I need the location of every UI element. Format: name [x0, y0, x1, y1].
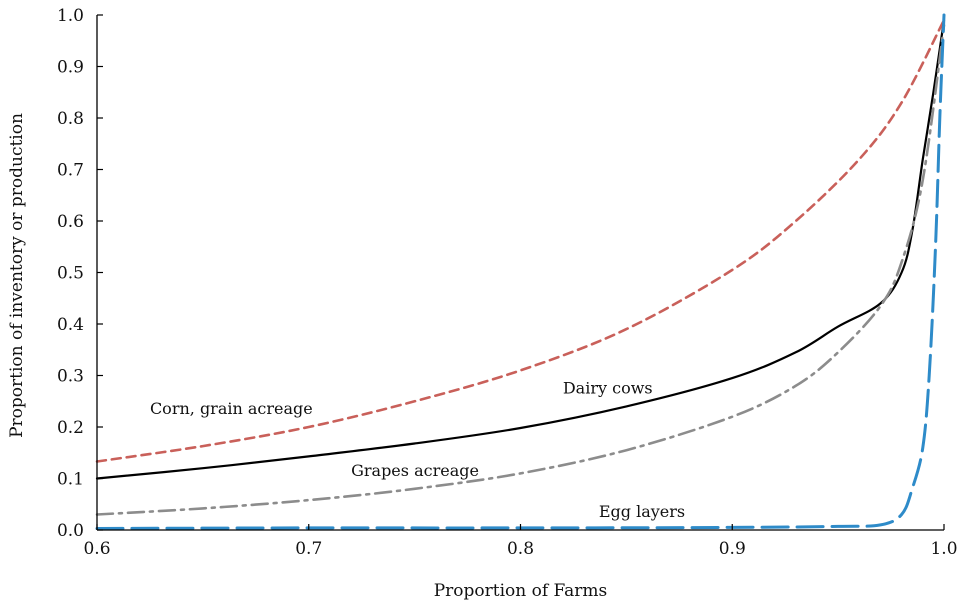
y-axis-title: Proportion of inventory or production	[7, 113, 27, 438]
series-annotation: Dairy cows	[563, 379, 653, 398]
series-annotation: Grapes acreage	[351, 461, 479, 480]
series-annotation: Corn, grain acreage	[150, 399, 313, 418]
y-tick-label: 0.6	[57, 212, 84, 232]
y-tick-label: 0.3	[57, 367, 84, 387]
x-tick-label: 0.6	[83, 539, 110, 559]
y-tick-label: 0.2	[57, 418, 84, 438]
y-tick-label: 0.7	[57, 161, 84, 181]
y-tick-label: 0.8	[57, 109, 84, 129]
axes	[96, 15, 944, 531]
annotations: Corn, grain acreage Dairy cows Grapes acre…	[150, 379, 685, 522]
series-line-dairy-cows	[95, 19, 946, 480]
series-line-egg-layers	[95, 13, 946, 530]
y-tick-label: 0.1	[57, 470, 84, 490]
y-tick-label: 0.4	[57, 315, 84, 335]
x-tick-label: 0.8	[507, 539, 534, 559]
x-tick-label: 1.0	[930, 539, 957, 559]
x-tick-label: 0.7	[295, 539, 322, 559]
series-line-corn-grain-acreage	[95, 18, 946, 463]
series-line-grapes-acreage	[95, 24, 946, 516]
series-annotation: Egg layers	[599, 502, 685, 521]
series-layer	[95, 13, 946, 530]
y-tick-label: 1.0	[57, 6, 84, 26]
x-tick-label: 0.9	[719, 539, 746, 559]
y-tick-label: 0.0	[57, 521, 84, 541]
y-tick-label: 0.5	[57, 264, 84, 284]
x-axis-title: Proportion of Farms	[434, 581, 608, 601]
ticks: 0.0 0.1 0.2 0.3 0.4 0.5 0.6 0.7 0.8 0.9 1.0 0.6 0.7 0…	[57, 6, 958, 559]
y-tick-label: 0.9	[57, 58, 84, 78]
